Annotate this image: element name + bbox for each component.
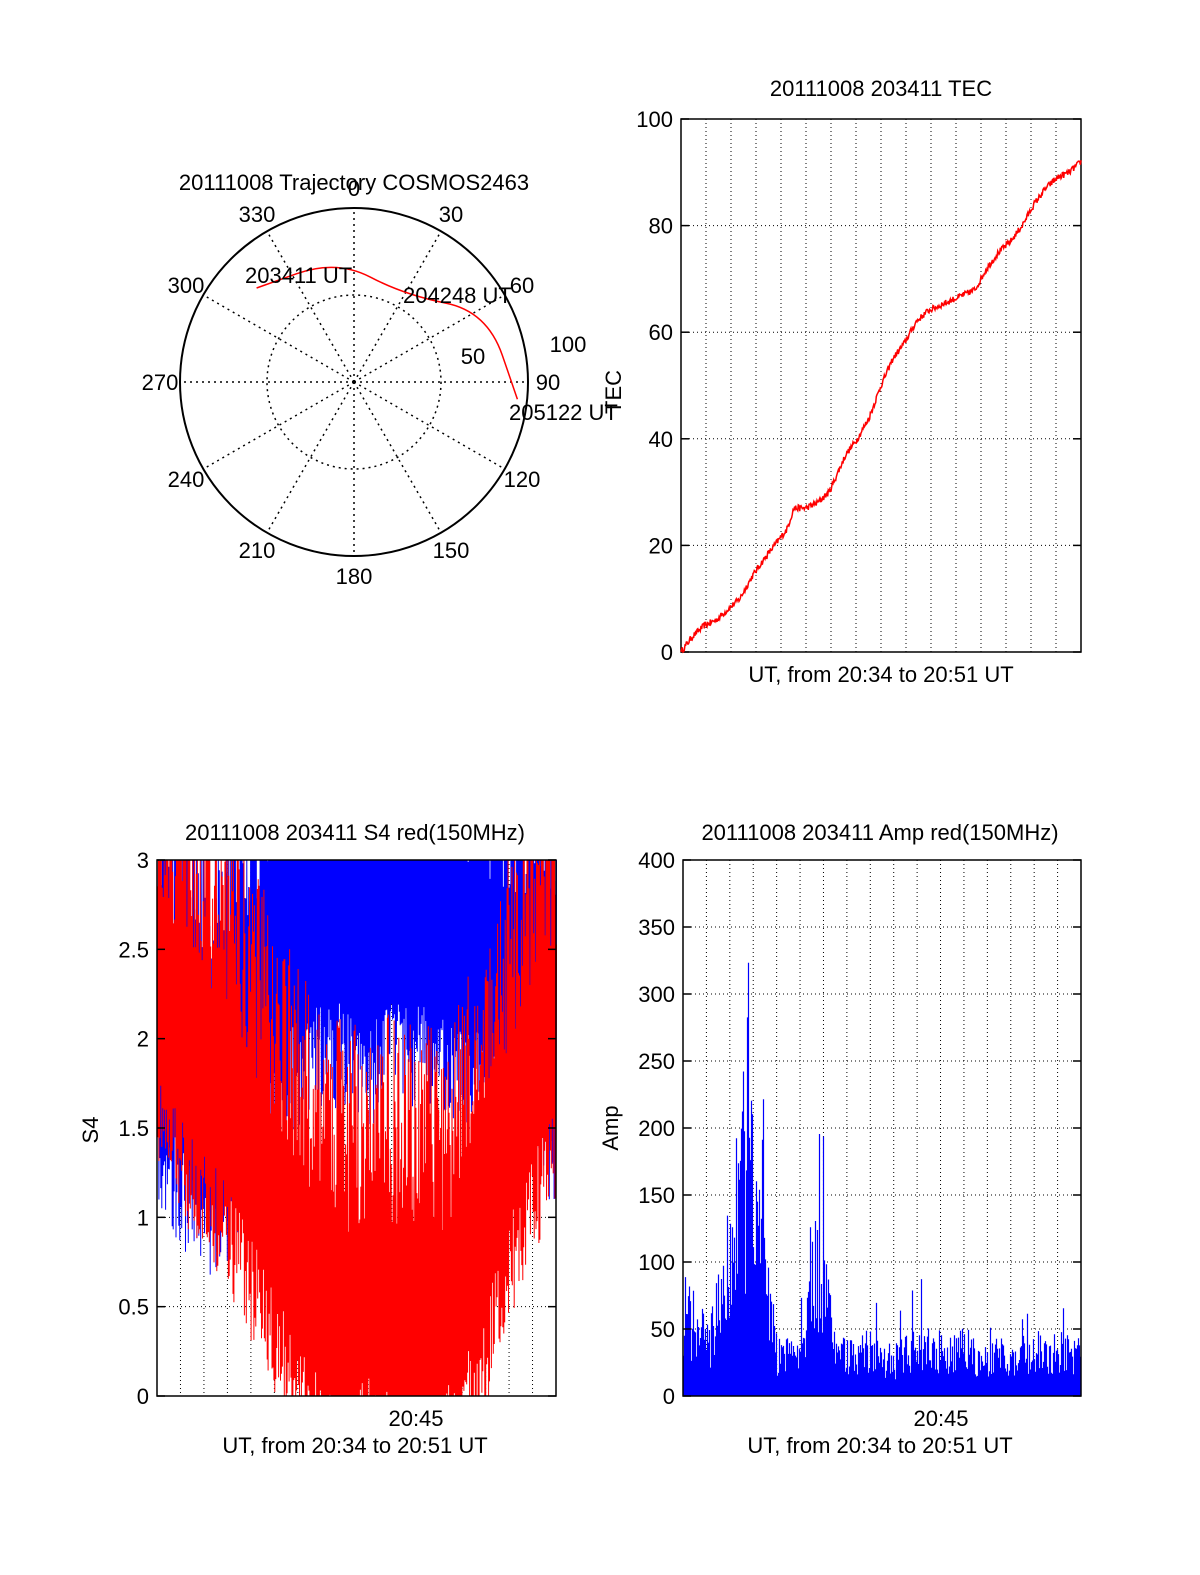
polar-angle-label: 180 xyxy=(336,564,373,589)
y-tick-label: 1 xyxy=(137,1205,149,1230)
polar-spoke xyxy=(266,381,355,534)
tec-chart: 20111008 203411 TEC 0 20 40 60 80 100 UT, fro… xyxy=(601,76,1082,687)
amp-y-ticks: 0 50 100 150 200 250 300 350 400 xyxy=(638,848,1081,1409)
amp-ylabel: Amp xyxy=(598,1105,623,1150)
polar-spoke xyxy=(353,381,506,470)
tec-series-line xyxy=(680,160,1082,654)
polar-radial-label-50: 50 xyxy=(461,344,485,369)
polar-angle-label: 60 xyxy=(510,273,534,298)
polar-angle-label: 30 xyxy=(439,202,463,227)
y-tick-label: 3 xyxy=(137,848,149,873)
y-tick-label: 40 xyxy=(649,427,673,452)
polar-angle-label: 0 xyxy=(348,176,360,201)
polar-angle-label: 120 xyxy=(504,467,541,492)
polar-angle-label: 240 xyxy=(168,467,205,492)
amp-grid xyxy=(683,860,1081,1396)
s4-chart: 20111008 203411 S4 red(150MHz) 0 0.5 1 1.5 2… xyxy=(78,820,557,1458)
polar-spoke xyxy=(266,230,355,383)
polar-label-end: 205122 UT xyxy=(509,400,618,425)
amp-chart: 20111008 203411 Amp red(150MHz) 0 50 100 15… xyxy=(598,820,1082,1458)
amp-bars xyxy=(682,962,1082,1396)
y-tick-label: 2.5 xyxy=(118,937,149,962)
tec-frame xyxy=(680,118,1082,653)
y-tick-label: 60 xyxy=(649,320,673,345)
y-tick-label: 50 xyxy=(651,1317,675,1342)
polar-label-start: 203411 UT xyxy=(245,263,352,288)
tec-title: 20111008 203411 TEC xyxy=(770,76,992,101)
s4-title: 20111008 203411 S4 red(150MHz) xyxy=(185,820,525,845)
polar-spokes xyxy=(180,208,528,556)
y-tick-label: 0 xyxy=(663,1384,675,1409)
tec-xlabel: UT, from 20:34 to 20:51 UT xyxy=(748,662,1013,687)
y-tick-label: 150 xyxy=(638,1183,675,1208)
polar-title: 20111008 Trajectory COSMOS2463 xyxy=(179,170,529,195)
polar-spoke xyxy=(353,381,442,534)
polar-spoke xyxy=(202,381,355,470)
polar-trajectory-chart: 20111008 Trajectory COSMOS2463 0 30 60 90 12… xyxy=(142,170,618,589)
s4-y-ticks: 0 0.5 1 1.5 2 2.5 3 xyxy=(118,848,556,1409)
tec-grid xyxy=(681,119,1081,652)
y-tick-label: 0 xyxy=(661,640,673,665)
polar-label-mid: 204248 UT xyxy=(403,283,512,308)
tec-ylabel: TEC xyxy=(601,370,626,414)
s4-series-red xyxy=(156,859,557,1397)
polar-angle-label: 210 xyxy=(239,538,276,563)
y-tick-label: 0 xyxy=(137,1384,149,1409)
y-tick-label: 200 xyxy=(638,1116,675,1141)
polar-trajectory-line xyxy=(256,266,519,400)
polar-spoke xyxy=(353,230,442,383)
amp-xtick-2045: 20:45 xyxy=(913,1406,968,1431)
y-tick-label: 250 xyxy=(638,1049,675,1074)
polar-spoke xyxy=(202,294,355,383)
s4-xlabel: UT, from 20:34 to 20:51 UT xyxy=(222,1433,487,1458)
s4-ylabel: S4 xyxy=(78,1117,103,1144)
y-tick-label: 1.5 xyxy=(118,1116,149,1141)
polar-angle-label: 270 xyxy=(142,370,179,395)
tec-y-ticks: 0 20 40 60 80 100 xyxy=(636,107,1081,665)
amp-xlabel: UT, from 20:34 to 20:51 UT xyxy=(747,1433,1012,1458)
y-tick-label: 100 xyxy=(636,107,673,132)
polar-angle-label: 90 xyxy=(536,370,560,395)
y-tick-label: 300 xyxy=(638,982,675,1007)
s4-series-traces xyxy=(156,859,557,1397)
polar-inner-circle xyxy=(266,294,442,470)
y-tick-label: 20 xyxy=(649,533,673,558)
y-tick-label: 2 xyxy=(137,1027,149,1052)
y-tick-label: 0.5 xyxy=(118,1295,149,1320)
polar-angle-label: 300 xyxy=(168,273,205,298)
polar-radial-label-100: 100 xyxy=(550,332,587,357)
amp-title: 20111008 203411 Amp red(150MHz) xyxy=(701,820,1058,845)
polar-angle-label: 330 xyxy=(239,202,276,227)
polar-spoke xyxy=(353,294,506,383)
polar-angle-labels: 0 30 60 90 120 150 180 210 240 270 300 330 xyxy=(142,176,561,589)
polar-outer-circle xyxy=(179,207,529,557)
s4-xtick-2045: 20:45 xyxy=(388,1406,443,1431)
y-tick-label: 400 xyxy=(638,848,675,873)
y-tick-label: 350 xyxy=(638,915,675,940)
amp-bar-series xyxy=(682,962,1082,1396)
y-tick-label: 80 xyxy=(649,214,673,239)
y-tick-label: 100 xyxy=(638,1250,675,1275)
polar-angle-label: 150 xyxy=(433,538,470,563)
